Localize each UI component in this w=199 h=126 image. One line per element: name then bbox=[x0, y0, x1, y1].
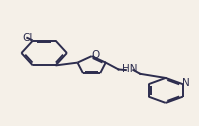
Text: O: O bbox=[92, 50, 100, 60]
Text: Cl: Cl bbox=[23, 33, 33, 42]
Text: N: N bbox=[182, 78, 190, 88]
Text: HN: HN bbox=[122, 65, 137, 74]
